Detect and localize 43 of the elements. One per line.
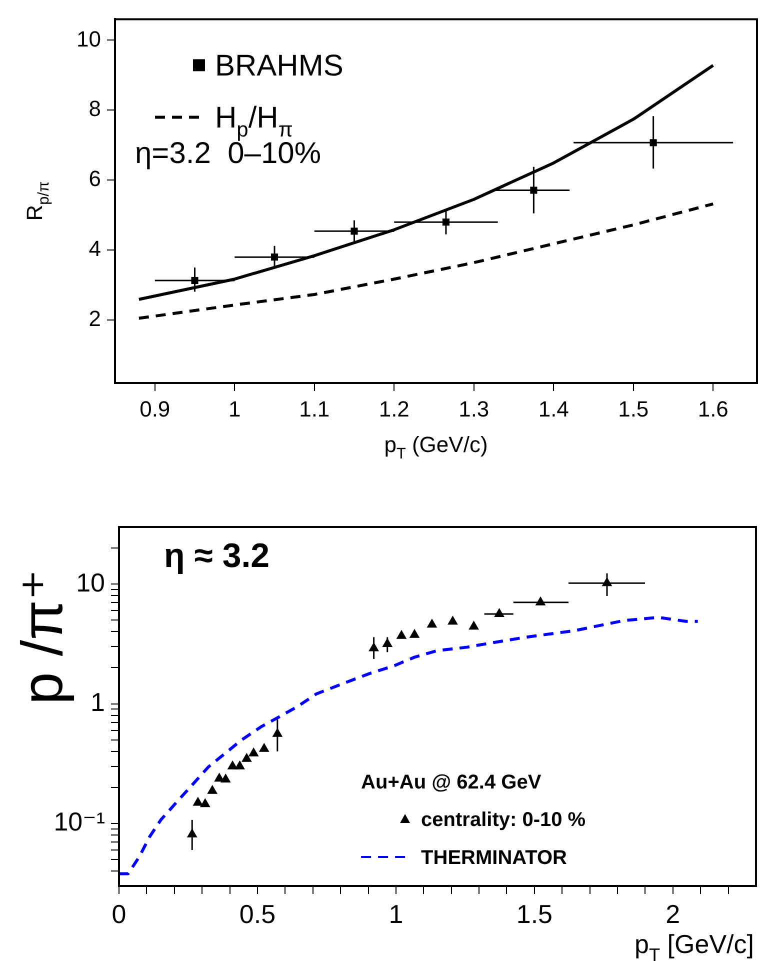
x-tick-label: 1 (388, 898, 404, 929)
y-tick-label: 6 (88, 166, 101, 192)
point (258, 742, 270, 752)
x-tick-label: 1.3 (458, 396, 490, 422)
y-axis-title: Rp/π (22, 181, 53, 221)
line-series (137, 202, 715, 320)
point (248, 747, 259, 756)
line-series (119, 616, 700, 876)
y-tick-label: 4 (88, 236, 101, 262)
point (192, 796, 204, 806)
point (200, 798, 210, 808)
y-tick-label: 10⁻¹ (54, 806, 106, 837)
point (409, 628, 420, 638)
x-tick-label: 1.5 (618, 396, 649, 422)
point (220, 773, 231, 782)
x-tick-label: 0.9 (140, 396, 170, 422)
x-tick-label: 1.6 (698, 396, 728, 422)
x-tick-label: 1.2 (378, 396, 410, 422)
legend-label: BRAHMS (215, 50, 344, 83)
x-tick-label: 1.5 (516, 898, 553, 929)
y-tick-label: 10 (76, 26, 101, 52)
y-tick-label: 8 (88, 96, 101, 122)
point (207, 784, 218, 794)
point (241, 752, 252, 762)
y-tick-label: 2 (88, 306, 101, 332)
x-tick-label: 0.5 (239, 898, 276, 929)
point (396, 630, 407, 639)
annotation: η ≈ 3.2 (164, 537, 270, 575)
x-tick-label: 1.1 (299, 396, 330, 422)
y-axis-title: p /π⁺ (10, 569, 75, 705)
point (468, 620, 479, 630)
legend-title: Au+Au @ 62.4 GeV (361, 772, 542, 794)
legend-label: centrality: 0-10 % (421, 809, 586, 831)
x-tick-label: 1.4 (538, 396, 569, 422)
y-tick-label: 10 (76, 567, 105, 598)
point (448, 616, 458, 625)
point (426, 618, 438, 628)
x-tick-label: 1 (228, 396, 241, 422)
point (234, 760, 245, 770)
x-tick-label: 2 (666, 898, 680, 929)
legend-label: THERMINATOR (421, 847, 568, 869)
x-tick-label: 0 (112, 898, 126, 929)
y-tick-label: 1 (90, 686, 105, 717)
